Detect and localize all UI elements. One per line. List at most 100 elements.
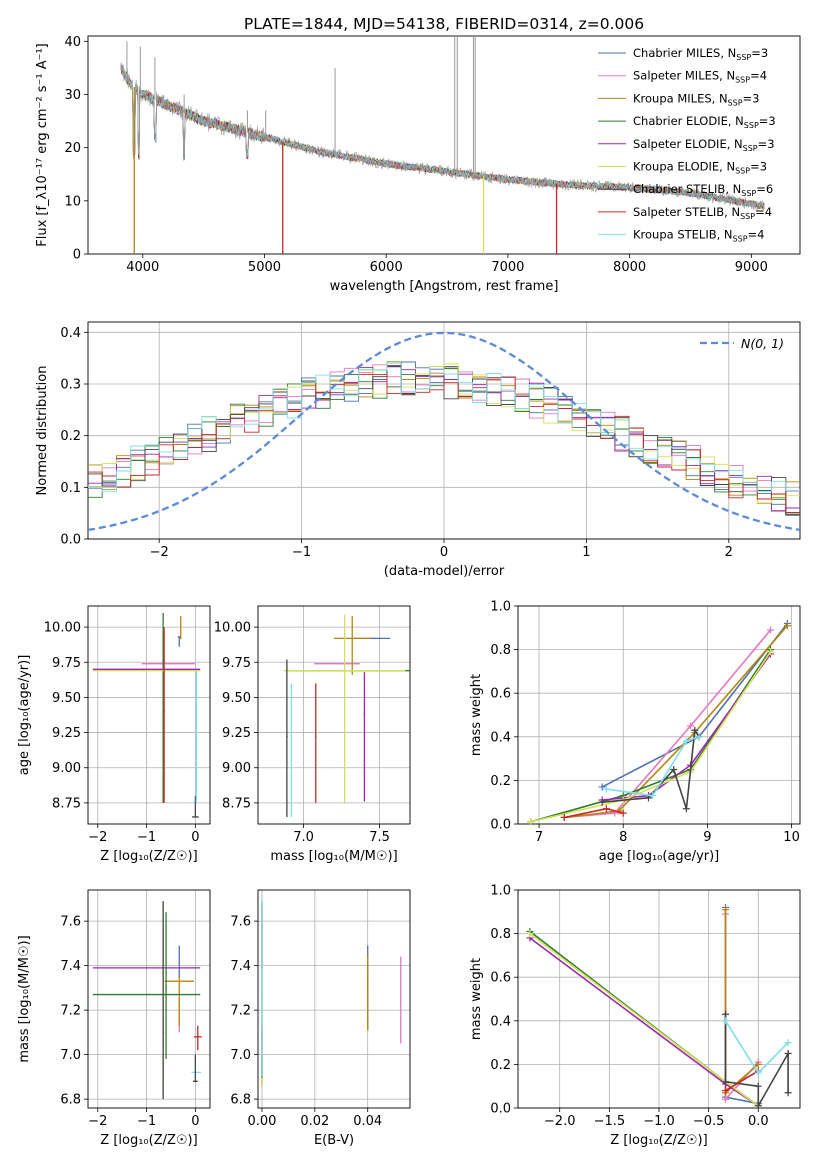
axes-frame	[517, 889, 801, 1109]
y-tick-label: 40	[64, 35, 81, 50]
weight-line-chabrier_stelib	[602, 727, 700, 809]
legend-label: Kroupa STELIB, N	[633, 228, 733, 242]
x-axis-label: Z [log₁₀(Z/Z☉)]	[100, 1133, 197, 1148]
weight-marker	[682, 737, 690, 745]
y-tick-label: 0.6	[490, 971, 511, 986]
y-tick-label: 7.4	[60, 959, 81, 974]
data-point	[197, 1036, 199, 1038]
y-tick-label: 20	[64, 141, 81, 156]
data-point	[145, 967, 148, 969]
y-tick-label: 0.4	[490, 1014, 511, 1029]
data-point	[351, 637, 354, 640]
legend-entry: Salpeter ELODIE, NSSP=3	[633, 137, 775, 153]
legend-label: Salpeter MILES, N	[633, 69, 735, 83]
y-tick-label: 6.8	[60, 1093, 81, 1108]
legend-tail: =3	[743, 91, 760, 105]
y-tick-label: 0.2	[60, 429, 81, 444]
legend-subscript: SSP	[743, 144, 758, 153]
x-tick-label: 0	[440, 545, 448, 560]
y-tick-label: 9.25	[222, 726, 251, 741]
data-point	[167, 662, 170, 665]
x-tick-label: −1.5	[594, 1114, 626, 1129]
x-axis-label: E(B-V)	[314, 1133, 354, 1148]
y-axis-label: mass [log₁₀(M/M☉)]	[17, 935, 32, 1062]
weight-marker	[687, 722, 695, 730]
weight-line-kroupa_elodie	[530, 651, 772, 823]
spectrum-panel: 4000 5000 6000 7000 8000 9000 0 10 20 30 40 wavelen…	[35, 35, 801, 294]
legend-entry: Chabrier MILES, NSSP=3	[633, 46, 768, 62]
legend-subscript: SSP	[728, 98, 743, 107]
x-tick-label: 0.02	[300, 1114, 329, 1129]
y-tick-label: 0.0	[490, 1102, 511, 1117]
normal-legend-label: N(0, 1)	[741, 336, 784, 351]
x-tick-label: 7.0	[293, 830, 314, 845]
x-tick-label: 4000	[126, 260, 159, 275]
data-point	[336, 662, 338, 665]
weight-marker	[722, 1095, 730, 1103]
data-point	[366, 987, 369, 989]
weight-marker	[783, 622, 791, 630]
y-tick-label: 9.75	[52, 656, 81, 671]
legend-entry: Kroupa ELODIE, NSSP=3	[633, 160, 767, 176]
y-axis-label: mass weight	[469, 674, 484, 756]
data-point	[145, 993, 148, 996]
data-point	[179, 637, 182, 640]
y-tick-label: 6.8	[230, 1093, 251, 1108]
x-tick-label: 7	[535, 830, 543, 845]
legend-entry: Chabrier STELIB, NSSP=6	[633, 182, 773, 198]
data-point	[145, 669, 148, 672]
data-point	[399, 1000, 402, 1003]
y-tick-label: 0.0	[490, 818, 511, 833]
x-tick-label: 9	[703, 830, 711, 845]
x-tick-label: 0.00	[247, 1114, 276, 1129]
spectrum-line-kroupa_stelib	[120, 62, 765, 209]
y-tick-label: 10	[64, 194, 81, 209]
y-tick-label: 10.00	[214, 621, 251, 636]
x-axis-label: age [log₁₀(age/yr)]	[599, 849, 720, 864]
legend-tail: =3	[750, 160, 767, 174]
age-vs-metallicity-panel: −2 −1 0 8.75 9.00 9.25 9.50 9.75 10.00 Z [log₁₀(Z…	[17, 605, 211, 864]
age-vs-mass-panel: 7.0 7.5 8.75 9.00 9.25 9.50 9.75 10.00 mass [log…	[214, 605, 411, 864]
x-tick-label: −2.0	[544, 1114, 576, 1129]
weight-line-salpeter_miles	[564, 629, 772, 819]
weight-marker	[649, 792, 657, 800]
legend-label: Chabrier ELODIE, N	[633, 114, 744, 128]
x-tick-label: −1	[137, 830, 156, 845]
y-tick-label: 30	[64, 88, 81, 103]
legend-tail: =6	[756, 182, 773, 196]
weight-marker	[598, 783, 606, 791]
weight-marker	[722, 1017, 730, 1025]
weight-marker	[695, 733, 703, 741]
y-tick-label: 0.2	[490, 774, 511, 789]
mass-vs-metallicity-panel: −2 −1 0 6.8 7.0 7.2 7.4 7.6 Z [log₁₀(Z/Z☉)] mass …	[17, 889, 211, 1148]
legend-label: Kroupa ELODIE, N	[633, 160, 735, 174]
data-point	[343, 669, 346, 672]
y-tick-label: 7.6	[230, 915, 251, 930]
weight-marker	[619, 809, 627, 817]
x-tick-label: 6000	[370, 260, 403, 275]
residuals-panel: −2 −1 0 1 2 0.0 0.1 0.2 0.3 0.4 (data-model)/error…	[35, 321, 801, 579]
figure-title: PLATE=1844, MJD=54138, FIBERID=0314, z=0…	[244, 15, 644, 33]
weight-marker	[784, 1039, 792, 1047]
y-tick-label: 0.2	[490, 1058, 511, 1073]
weight-marker	[754, 1082, 762, 1090]
legend-tail: =4	[750, 69, 767, 83]
x-axis-label: Z [log₁₀(Z/Z☉)]	[100, 849, 197, 864]
y-tick-label: 7.4	[230, 959, 251, 974]
weight-line-kroupa_elodie	[529, 932, 759, 1107]
data-point	[178, 980, 181, 983]
weight-line-salpeter_miles	[724, 914, 759, 1102]
y-tick-label: 0.3	[60, 378, 81, 393]
data-point	[195, 736, 198, 738]
mass-vs-ebv-panel: 0.00 0.02 0.04 6.8 7.0 7.2 7.4 7.6 E(B-V)	[230, 889, 411, 1148]
x-axis-label: (data-model)/error	[384, 564, 505, 579]
weight-marker	[754, 1102, 762, 1110]
x-tick-label: 7000	[491, 260, 524, 275]
weight-marker	[767, 626, 775, 634]
y-tick-label: 10.00	[44, 621, 81, 636]
x-tick-label: 1	[582, 545, 590, 560]
weight-marker	[722, 1078, 730, 1086]
legend-entry: Salpeter MILES, NSSP=4	[633, 69, 767, 85]
x-axis-label: wavelength [Angstrom, rest frame]	[330, 279, 559, 294]
